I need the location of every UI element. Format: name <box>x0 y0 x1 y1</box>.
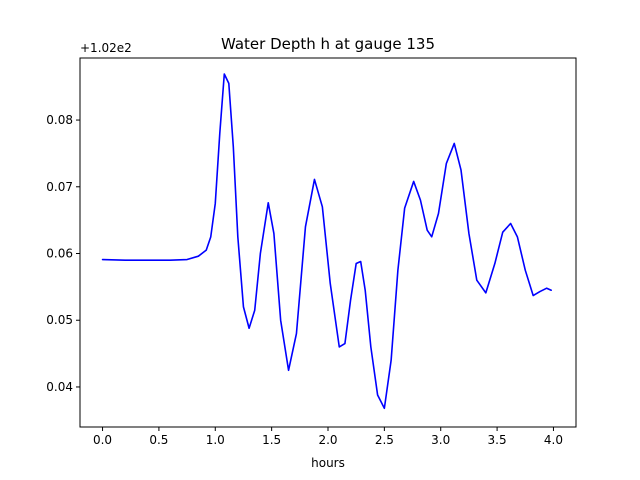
x-tick-label: 1.0 <box>206 433 225 447</box>
y-tick-label: 0.07 <box>46 180 73 194</box>
y-tick-label: 0.04 <box>46 380 73 394</box>
x-tick-label: 3.5 <box>488 433 507 447</box>
x-tick-label: 0.0 <box>93 433 112 447</box>
y-offset-label: +1.02e2 <box>80 41 132 55</box>
chart-title: Water Depth h at gauge 135 <box>221 35 435 53</box>
x-tick-label: 2.5 <box>375 433 394 447</box>
y-tick-label: 0.05 <box>46 313 73 327</box>
x-tick-label: 2.0 <box>318 433 337 447</box>
x-tick-label: 1.5 <box>262 433 281 447</box>
data-line-0 <box>101 73 553 410</box>
y-tick-label: 0.06 <box>46 247 73 261</box>
x-tick-label: 0.5 <box>149 433 168 447</box>
y-tick-label: 0.08 <box>46 113 73 127</box>
x-tick-label: 3.0 <box>431 433 450 447</box>
x-axis-label: hours <box>311 456 345 470</box>
x-tick-label: 4.0 <box>544 433 563 447</box>
